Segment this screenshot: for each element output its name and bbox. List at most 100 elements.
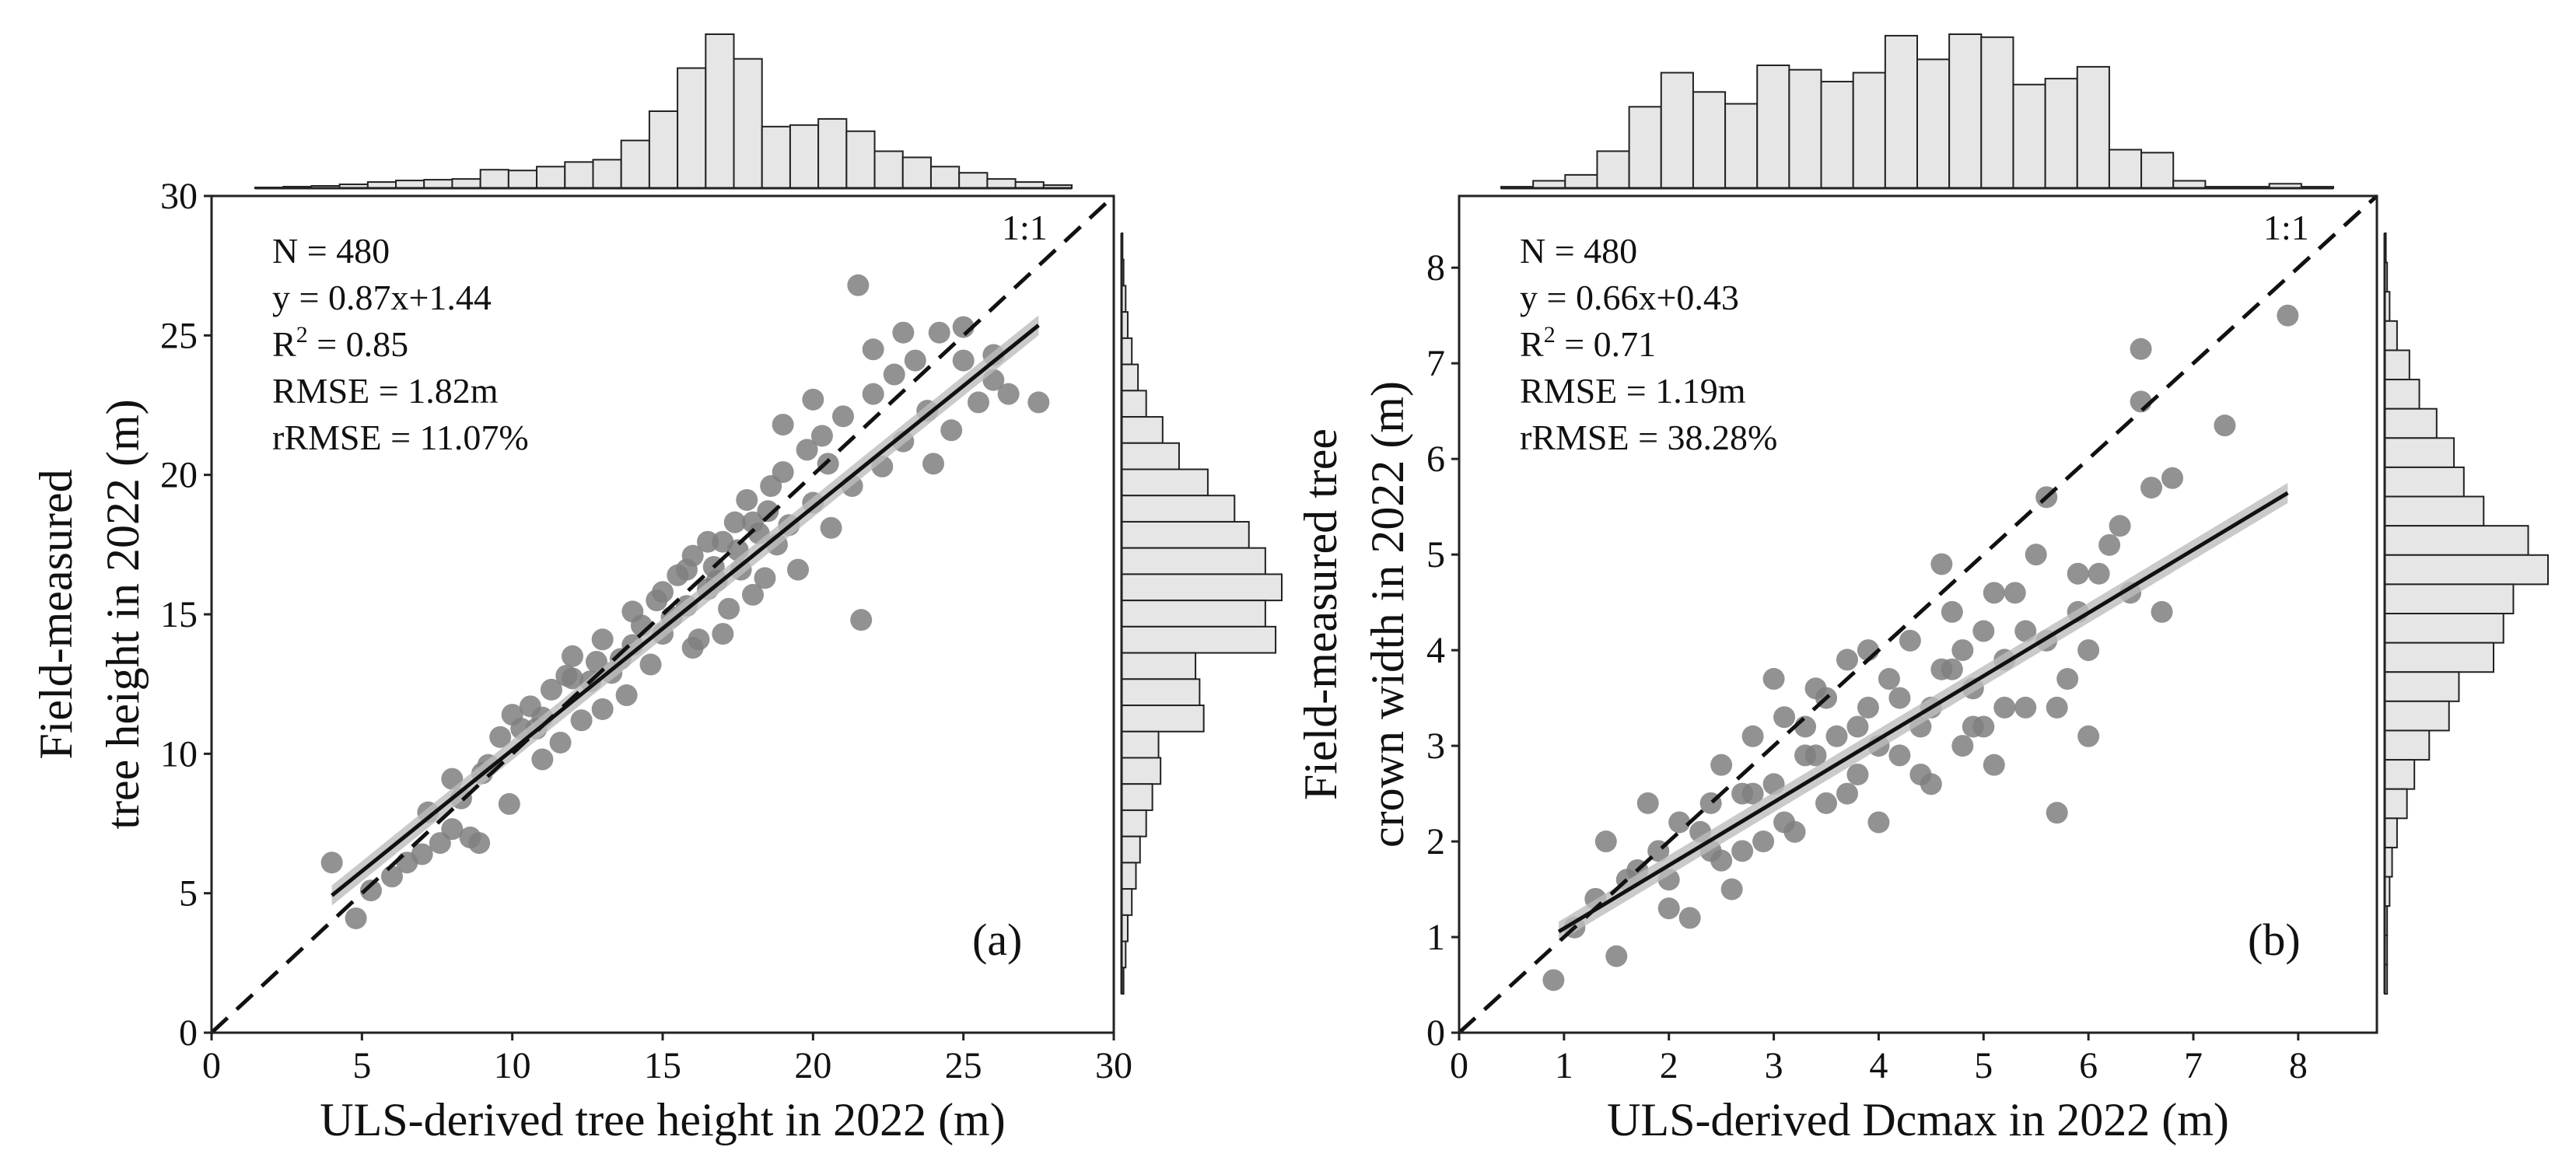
panel-b-label: (b) bbox=[2248, 914, 2301, 965]
top-histogram-bar bbox=[2108, 149, 2143, 189]
data-point bbox=[501, 704, 523, 726]
top-histogram-bar bbox=[2012, 83, 2046, 189]
panel-b-r-squared: R2 = 0.71 bbox=[1520, 322, 1656, 364]
data-point bbox=[1930, 553, 1953, 575]
panel-b-top-histogram bbox=[1500, 33, 2335, 190]
right-histogram-bar bbox=[1121, 783, 1153, 811]
right-histogram-bar bbox=[1121, 442, 1180, 470]
right-histogram-bar bbox=[1121, 468, 1209, 497]
right-histogram-bar bbox=[2384, 320, 2398, 351]
top-histogram-bar bbox=[761, 125, 791, 189]
data-point bbox=[1741, 725, 1764, 747]
data-point bbox=[1941, 600, 1963, 623]
data-point bbox=[2109, 515, 2131, 537]
right-histogram-bar bbox=[2384, 495, 2485, 527]
data-point bbox=[411, 843, 433, 866]
x-tick-label: 0 bbox=[202, 1045, 221, 1086]
right-histogram-bar bbox=[2384, 671, 2460, 702]
data-point bbox=[1867, 811, 1890, 834]
panel-b-one-to-one-label: 1:1 bbox=[2263, 208, 2309, 247]
top-histogram-bar bbox=[1980, 36, 2014, 189]
top-histogram-bar bbox=[986, 178, 1017, 189]
top-histogram-bar bbox=[507, 170, 538, 189]
data-point bbox=[1857, 696, 1879, 719]
data-point bbox=[832, 405, 854, 428]
data-point bbox=[2088, 562, 2110, 585]
y-tick-label: 8 bbox=[1426, 247, 1445, 289]
data-point bbox=[997, 383, 1020, 405]
data-point bbox=[712, 623, 734, 645]
data-point bbox=[681, 637, 704, 659]
right-histogram-bar bbox=[1121, 600, 1266, 628]
top-histogram-bar bbox=[1948, 33, 1983, 189]
top-histogram-bar bbox=[1660, 72, 1694, 189]
data-point bbox=[2151, 600, 2173, 623]
right-histogram-bar bbox=[1121, 835, 1141, 864]
right-histogram-bar bbox=[2384, 729, 2431, 761]
top-histogram-bar bbox=[2140, 152, 2175, 189]
data-point bbox=[1836, 782, 1858, 805]
data-point bbox=[772, 414, 794, 436]
data-point bbox=[1899, 629, 1921, 652]
data-point bbox=[1594, 831, 1617, 853]
x-tick-label: 7 bbox=[2184, 1045, 2203, 1086]
top-histogram-bar bbox=[592, 159, 622, 189]
data-point bbox=[1542, 969, 1565, 991]
y-tick-label: 25 bbox=[160, 315, 198, 356]
right-histogram-bar bbox=[2384, 642, 2494, 673]
top-histogram-bar bbox=[648, 110, 679, 189]
panel-a-y-axis-title-line1: Field-measured bbox=[30, 469, 82, 759]
panel-a-x-ticks: 0 5 10 15 20 25 30 bbox=[202, 1033, 1132, 1086]
y-tick-label: 10 bbox=[160, 733, 198, 775]
panel-a-y-ticks: 0 5 10 15 20 25 30 bbox=[160, 176, 212, 1054]
y-tick-label: 6 bbox=[1426, 439, 1445, 480]
x-tick-label: 0 bbox=[1450, 1045, 1468, 1086]
x-tick-label: 10 bbox=[494, 1045, 531, 1086]
y-tick-label: 1 bbox=[1426, 917, 1445, 958]
data-point bbox=[570, 709, 593, 732]
data-point bbox=[1762, 668, 1785, 691]
top-histogram-bar bbox=[536, 166, 566, 189]
data-point bbox=[817, 453, 839, 475]
panel-a-r2-sup: 2 bbox=[296, 322, 308, 348]
data-point bbox=[1636, 792, 1659, 814]
panel-b-n-count: N = 480 bbox=[1520, 231, 1637, 271]
data-point bbox=[1710, 849, 1733, 872]
top-histogram-bar bbox=[817, 117, 848, 189]
top-histogram-bar bbox=[901, 156, 932, 189]
data-point bbox=[1846, 763, 1869, 785]
right-histogram-bar bbox=[1121, 547, 1266, 575]
data-point bbox=[810, 425, 833, 447]
data-point bbox=[820, 516, 842, 539]
data-point bbox=[320, 852, 343, 874]
data-point bbox=[757, 500, 779, 523]
data-point bbox=[1825, 725, 1848, 747]
data-point bbox=[585, 650, 607, 673]
top-histogram-bar bbox=[1916, 58, 1951, 189]
panel-b-r2-sup: 2 bbox=[1544, 322, 1556, 348]
x-tick-label: 25 bbox=[945, 1045, 982, 1086]
x-tick-label: 2 bbox=[1660, 1045, 1678, 1086]
right-histogram-bar bbox=[1121, 809, 1147, 838]
panel-b-r2-value: = 0.71 bbox=[1556, 324, 1656, 364]
panel-a-y-axis-title-line2: tree height in 2022 (m) bbox=[97, 399, 149, 829]
data-point bbox=[1741, 782, 1764, 805]
right-histogram-bar bbox=[2384, 759, 2416, 790]
data-point bbox=[2014, 696, 2037, 719]
y-tick-label: 3 bbox=[1426, 726, 1445, 767]
data-point bbox=[468, 832, 491, 855]
panel-a-one-to-one-label: 1:1 bbox=[1002, 208, 1048, 247]
panel-a-rmse: RMSE = 1.82m bbox=[272, 371, 499, 411]
right-histogram-bar bbox=[1121, 652, 1197, 680]
x-tick-label: 6 bbox=[2079, 1045, 2098, 1086]
data-point bbox=[736, 488, 758, 511]
data-point bbox=[1951, 639, 1974, 662]
data-point bbox=[850, 609, 873, 631]
y-tick-label: 5 bbox=[179, 873, 198, 914]
right-histogram-bar bbox=[1121, 888, 1133, 916]
panel-b-y-axis-title-line2: crown width in 2022 (m) bbox=[1362, 381, 1413, 848]
right-histogram-bar bbox=[2384, 437, 2455, 468]
data-point bbox=[862, 338, 884, 361]
data-point bbox=[639, 653, 662, 676]
top-histogram-bar bbox=[451, 178, 481, 189]
